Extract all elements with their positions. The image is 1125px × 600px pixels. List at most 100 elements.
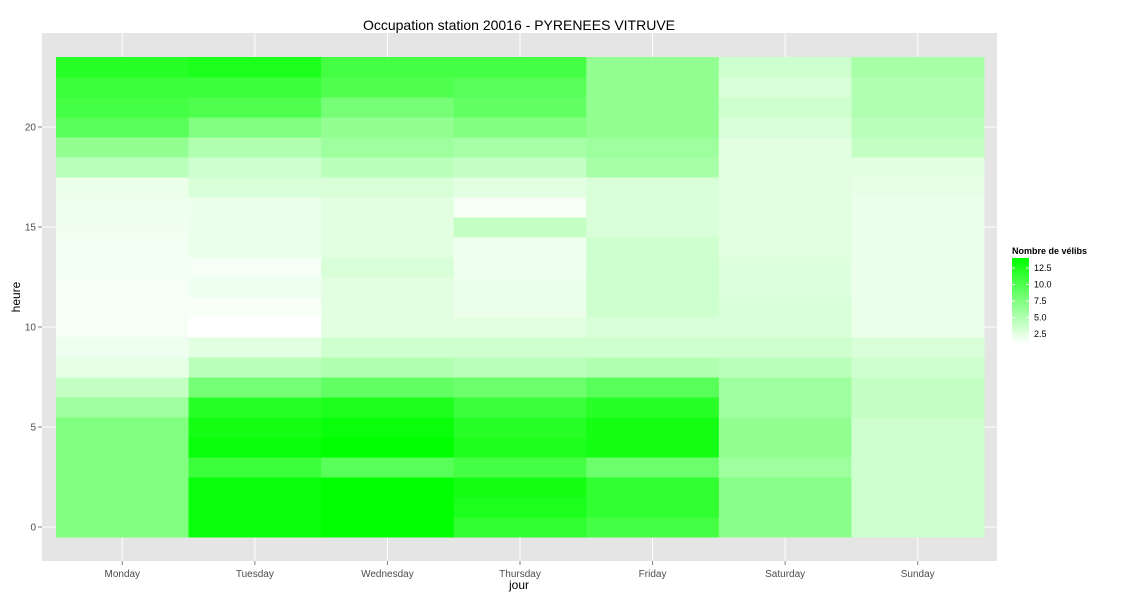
heatmap-tile bbox=[321, 237, 455, 258]
legend-tick-label: 7.5 bbox=[1034, 296, 1047, 306]
heatmap-tile bbox=[586, 337, 720, 358]
heatmap-tile bbox=[321, 337, 455, 358]
heatmap-tile bbox=[188, 157, 322, 178]
heatmap-tile bbox=[188, 117, 322, 138]
heatmap-tile bbox=[56, 477, 190, 498]
heatmap-tile bbox=[453, 257, 587, 278]
heatmap-tile bbox=[718, 377, 852, 398]
heatmap-tile bbox=[56, 377, 190, 398]
heatmap-tile bbox=[851, 77, 985, 98]
legend-tick-label: 10.0 bbox=[1034, 279, 1052, 289]
heatmap-tile bbox=[851, 177, 985, 198]
heatmap-tile bbox=[321, 437, 455, 458]
heatmap-tile bbox=[718, 137, 852, 158]
heatmap-tile bbox=[718, 237, 852, 258]
heatmap-tile bbox=[56, 257, 190, 278]
x-axis-title: jour bbox=[508, 578, 529, 592]
chart-title: Occupation station 20016 - PYRENEES VITR… bbox=[363, 17, 675, 33]
heatmap-tile bbox=[56, 277, 190, 298]
heatmap-tile bbox=[321, 277, 455, 298]
heatmap-tile bbox=[453, 417, 587, 438]
heatmap-tile bbox=[718, 477, 852, 498]
heatmap-tile bbox=[851, 237, 985, 258]
heatmap-tile bbox=[718, 197, 852, 218]
heatmap-tile bbox=[321, 357, 455, 378]
heatmap-tile bbox=[453, 157, 587, 178]
heatmap-tile bbox=[453, 377, 587, 398]
heatmap-tile bbox=[188, 237, 322, 258]
heatmap-tile bbox=[56, 157, 190, 178]
heatmap-tile bbox=[56, 117, 190, 138]
heatmap-tile bbox=[586, 297, 720, 318]
heatmap-tile bbox=[586, 217, 720, 238]
heatmap-tile bbox=[188, 137, 322, 158]
heatmap-tile bbox=[851, 357, 985, 378]
y-tick-label: 0 bbox=[30, 523, 36, 534]
heatmap-tile bbox=[851, 477, 985, 498]
heatmap-tile bbox=[453, 217, 587, 238]
heatmap-tile bbox=[56, 297, 190, 318]
heatmap-tile bbox=[718, 257, 852, 278]
legend-tick-label: 5.0 bbox=[1034, 313, 1047, 323]
heatmap-tile bbox=[321, 177, 455, 198]
y-axis-ticks: 0 5 10 15 20 bbox=[25, 123, 42, 534]
heatmap-tile bbox=[321, 517, 455, 538]
x-tick-label: Thursday bbox=[499, 569, 541, 580]
heatmap-tile bbox=[56, 437, 190, 458]
heatmap-tile bbox=[321, 397, 455, 418]
heatmap-tile bbox=[56, 77, 190, 98]
heatmap-tile bbox=[851, 217, 985, 238]
heatmap-tile bbox=[453, 237, 587, 258]
heatmap-tile bbox=[188, 197, 322, 218]
heatmap-tile bbox=[851, 117, 985, 138]
heatmap-tile bbox=[851, 317, 985, 338]
heatmap-tile bbox=[586, 377, 720, 398]
heatmap-tile bbox=[56, 497, 190, 518]
heatmap-tile bbox=[188, 57, 322, 78]
heatmap-tile bbox=[851, 57, 985, 78]
heatmap-tile bbox=[718, 337, 852, 358]
heatmap-tile bbox=[586, 357, 720, 378]
x-tick-label: Sunday bbox=[901, 569, 935, 580]
heatmap-tile bbox=[586, 197, 720, 218]
x-tick-label: Wednesday bbox=[361, 569, 414, 580]
heatmap-tile bbox=[321, 377, 455, 398]
legend-title: Nombre de vélibs bbox=[1012, 246, 1087, 256]
heatmap-tile bbox=[851, 277, 985, 298]
heatmap-tile bbox=[453, 297, 587, 318]
heatmap-tile bbox=[321, 137, 455, 158]
heatmap-tile bbox=[321, 497, 455, 518]
heatmap-tile bbox=[188, 457, 322, 478]
heatmap-tile bbox=[718, 397, 852, 418]
heatmap-tile bbox=[188, 517, 322, 538]
heatmap-tile bbox=[321, 117, 455, 138]
heatmap-tile bbox=[718, 457, 852, 478]
y-tick-label: 15 bbox=[25, 223, 37, 234]
heatmap-tile bbox=[851, 337, 985, 358]
heatmap-tile bbox=[321, 317, 455, 338]
heatmap-tile bbox=[188, 177, 322, 198]
heatmap-tile bbox=[188, 277, 322, 298]
heatmap-tile bbox=[586, 317, 720, 338]
heatmap-tile bbox=[586, 237, 720, 258]
heatmap-tile bbox=[188, 377, 322, 398]
heatmap-tile bbox=[586, 137, 720, 158]
color-legend: Nombre de vélibs 2.5 5.0 7.5 10.0 12.5 bbox=[1012, 246, 1087, 344]
heatmap-tile bbox=[586, 477, 720, 498]
heatmap-tile bbox=[851, 297, 985, 318]
heatmap-tile bbox=[321, 297, 455, 318]
heatmap-tile bbox=[718, 357, 852, 378]
heatmap-tile bbox=[718, 437, 852, 458]
heatmap-tile bbox=[453, 317, 587, 338]
heatmap-tile bbox=[586, 497, 720, 518]
heatmap-tile bbox=[586, 57, 720, 78]
heatmap-tile bbox=[586, 457, 720, 478]
heatmap-tile bbox=[56, 357, 190, 378]
heatmap-tile bbox=[586, 277, 720, 298]
heatmap-tile bbox=[718, 497, 852, 518]
x-tick-label: Saturday bbox=[765, 569, 805, 580]
heatmap-tile bbox=[718, 297, 852, 318]
heatmap-tile bbox=[56, 237, 190, 258]
heatmap-tile bbox=[453, 97, 587, 118]
heatmap-tile bbox=[188, 97, 322, 118]
